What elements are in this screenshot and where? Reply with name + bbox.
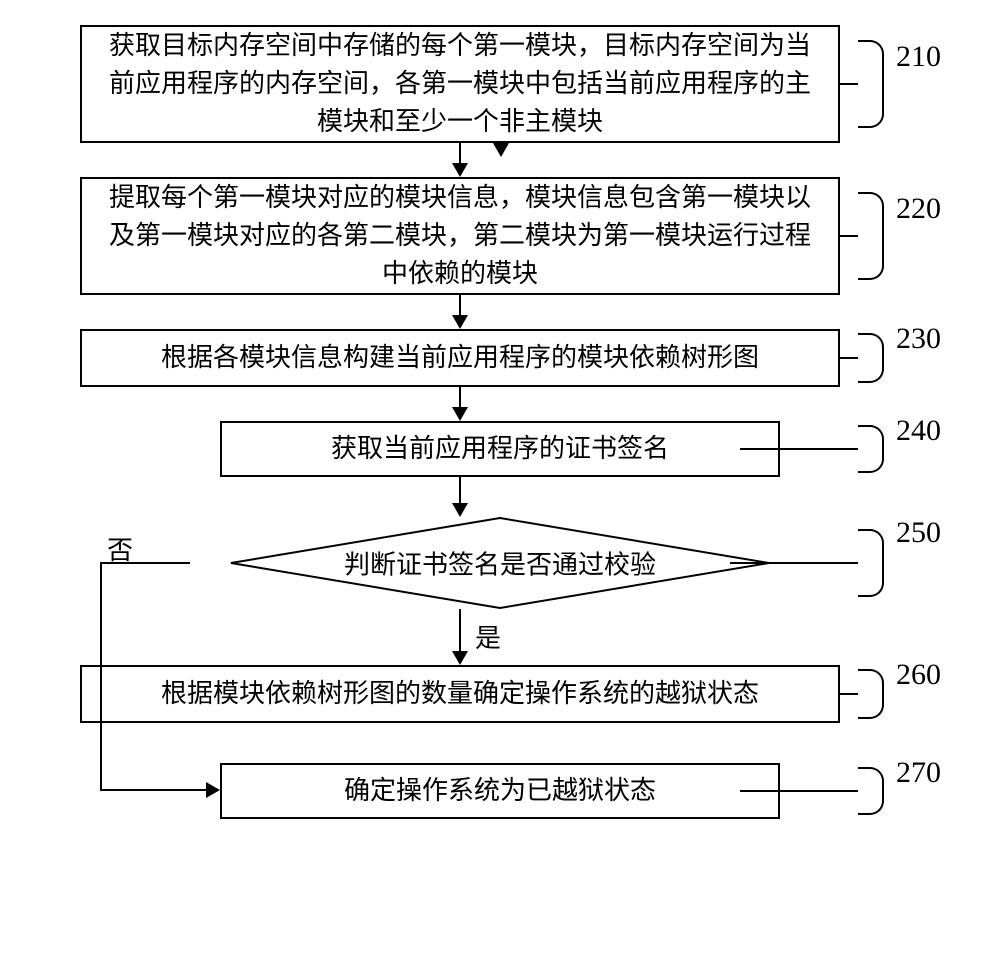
step-text-260: 根据模块依赖树形图的数量确定操作系统的越狱状态 [161,675,759,713]
conn-no-h1 [100,562,190,564]
conn-240-250 [459,477,461,503]
step-label-220: 220 [896,192,941,226]
arrowhead-220-230 [452,315,468,329]
conn-230-240 [459,387,461,407]
callout-line-220 [840,235,858,237]
arrowhead-no [206,782,220,798]
callout-line-240 [740,448,858,450]
arrowhead-230-240 [452,407,468,421]
callout-240 [858,425,884,473]
step-text-270: 确定操作系统为已越狱状态 [344,772,656,810]
step-box-260: 根据模块依赖树形图的数量确定操作系统的越狱状态 [80,665,840,723]
arrowhead-240-250 [452,503,468,517]
step-text-210: 获取目标内存空间中存储的每个第一模块，目标内存空间为当前应用程序的内存空间，各第… [100,27,820,140]
conn-220-230 [459,295,461,315]
step-text-240: 获取当前应用程序的证书签名 [331,430,669,468]
step-box-230: 根据各模块信息构建当前应用程序的模块依赖树形图 [80,329,840,387]
branch-yes: 是 [475,618,501,655]
arrowhead-210-220 [452,163,468,177]
callout-210 [858,40,884,128]
callout-260 [858,669,884,719]
conn-no-h2 [100,789,206,791]
conn-250-260 [459,609,461,651]
step-box-210: 获取目标内存空间中存储的每个第一模块，目标内存空间为当前应用程序的内存空间，各第… [80,25,840,143]
step-label-240: 240 [896,414,941,448]
step-label-230: 230 [896,322,941,356]
callout-line-250 [730,562,858,564]
callout-line-270 [740,790,858,792]
callout-230 [858,333,884,383]
step-box-240: 获取当前应用程序的证书签名 [220,421,780,477]
step-label-270: 270 [896,756,941,790]
arrowhead-250-260 [452,651,468,665]
callout-270 [858,767,884,815]
callout-line-210 [840,83,858,85]
conn-210-220 [459,143,461,163]
decision-text-250: 判断证书签名是否通过校验 [344,545,656,582]
step-label-260: 260 [896,658,941,692]
step-label-210: 210 [896,40,941,74]
callout-250 [858,529,884,597]
step-text-230: 根据各模块信息构建当前应用程序的模块依赖树形图 [161,339,759,377]
flowchart-container: 获取目标内存空间中存储的每个第一模块，目标内存空间为当前应用程序的内存空间，各第… [80,25,920,819]
conn-no-v [100,562,102,791]
step-label-250: 250 [896,516,941,550]
callout-line-230 [840,357,858,359]
step-box-270: 确定操作系统为已越狱状态 [220,763,780,819]
step-box-220: 提取每个第一模块对应的模块信息，模块信息包含第一模块以及第一模块对应的各第二模块… [80,177,840,295]
callout-line-260 [840,693,858,695]
step-text-220: 提取每个第一模块对应的模块信息，模块信息包含第一模块以及第一模块对应的各第二模块… [100,179,820,292]
callout-220 [858,192,884,280]
decision-250: 判断证书签名是否通过校验 [230,517,770,609]
